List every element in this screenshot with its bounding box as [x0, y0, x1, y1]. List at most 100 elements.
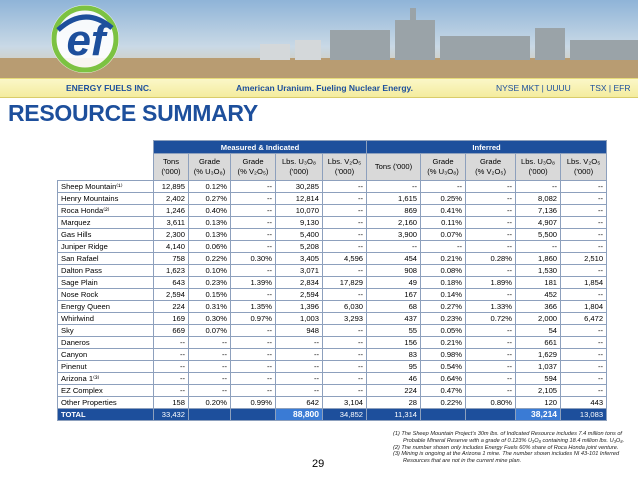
cell-value: 1,003 — [275, 312, 323, 325]
cell-value: 0.12% — [188, 180, 231, 193]
empty-cell — [420, 408, 467, 421]
cell-value: 1,804 — [560, 300, 608, 313]
column-header: Grade (% U₃O₈) — [420, 153, 467, 181]
cell-value: -- — [465, 204, 517, 217]
property-name: Marquez — [57, 216, 154, 229]
cell-value: -- — [560, 324, 608, 337]
cell-value: -- — [230, 228, 276, 241]
cell-value: 46 — [366, 372, 422, 385]
cell-value: 28 — [366, 396, 422, 409]
cell-value: 2,834 — [275, 276, 323, 289]
cell-value: 0.07% — [420, 228, 467, 241]
column-header-row: Tons ('000) Grade (% U₃O₈) Grade (% V₂O₅) Lbs.… — [58, 153, 608, 181]
cell-value: -- — [321, 192, 368, 205]
data-row: Pinenut -- -- -- -- -- 95 0.54% -- 1,037 -- — [57, 360, 608, 373]
cell-value: 0.40% — [188, 204, 231, 217]
cell-value: 0.06% — [188, 240, 231, 253]
data-row: Roca Honda⁽²⁾ 1,246 0.40% -- 10,070 -- 869 0.41… — [57, 204, 608, 217]
empty-cell — [230, 408, 276, 421]
cell-value: -- — [465, 372, 517, 385]
cell-value: -- — [230, 288, 276, 301]
cell-value: 0.22% — [420, 396, 467, 409]
property-name: Other Properties — [57, 396, 154, 409]
cell-value: 3,104 — [321, 396, 368, 409]
column-header-line: Lbs. U₃O₈ — [281, 157, 317, 166]
cell-value: 0.64% — [420, 372, 467, 385]
brand-bar: ENERGY FUELS INC. American Uranium. Fuel… — [0, 78, 638, 98]
cell-value: 167 — [366, 288, 422, 301]
cell-value: -- — [366, 240, 422, 253]
cell-value: -- — [321, 348, 368, 361]
slide-title: RESOURCE SUMMARY — [8, 100, 258, 126]
cell-value: 4,907 — [515, 216, 562, 229]
column-header-line: (% U₃O₈) — [427, 167, 459, 176]
cell-value: 0.22% — [188, 252, 231, 265]
cell-value: 0.14% — [420, 288, 467, 301]
company-name: ENERGY FUELS INC. — [66, 83, 152, 93]
page-number: 29 — [312, 458, 325, 470]
property-name: Gas Hills — [57, 228, 154, 241]
cell-value: 642 — [275, 396, 323, 409]
cell-value: 5,400 — [275, 228, 323, 241]
cell-value: 437 — [366, 312, 422, 325]
cell-value: -- — [465, 264, 517, 277]
cell-value: -- — [560, 228, 608, 241]
tagline: American Uranium. Fueling Nuclear Energy… — [236, 83, 413, 93]
cell-value: 4,596 — [321, 252, 368, 265]
cell-value: 643 — [153, 276, 189, 289]
column-header: Lbs. V₂O₅ ('000) — [321, 153, 368, 181]
cell-value: 1,623 — [153, 264, 189, 277]
data-row: Juniper Ridge 4,140 0.06% -- 5,208 -- -- -- -- --… — [57, 240, 608, 253]
cell-value: -- — [321, 360, 368, 373]
cell-value: -- — [321, 264, 368, 277]
cell-value: 0.08% — [420, 264, 467, 277]
cell-value: -- — [230, 204, 276, 217]
cell-value: -- — [275, 360, 323, 373]
cell-value: 7,136 — [515, 204, 562, 217]
cell-value: 3,405 — [275, 252, 323, 265]
cell-value: -- — [230, 384, 276, 397]
cell-value: -- — [560, 264, 608, 277]
cell-value: 224 — [366, 384, 422, 397]
logo-text: ef — [66, 16, 109, 65]
cell-value: 661 — [515, 336, 562, 349]
data-row: Gas Hills 2,300 0.13% -- 5,400 -- 3,900 0.07% --… — [57, 228, 608, 241]
total-row: TOTAL 33,432 88,800 34,852 11,314 38,214 13,08… — [57, 408, 608, 421]
cell-value: 0.41% — [420, 204, 467, 217]
cell-value: 948 — [275, 324, 323, 337]
cell-value: -- — [153, 372, 189, 385]
property-name: Roca Honda⁽²⁾ — [57, 204, 154, 217]
cell-value: -- — [321, 180, 368, 193]
tanks — [260, 40, 321, 60]
cell-value: 5,500 — [515, 228, 562, 241]
cell-value: -- — [465, 348, 517, 361]
cell-value: 3,611 — [153, 216, 189, 229]
cell-value: 88,800 — [275, 408, 323, 421]
data-row: Sky 669 0.07% -- 948 -- 55 0.05% -- 54 -- — [57, 324, 608, 337]
cell-value: -- — [465, 384, 517, 397]
cell-value: 6,030 — [321, 300, 368, 313]
cell-value: 12,895 — [153, 180, 189, 193]
cell-value: -- — [188, 336, 231, 349]
cell-value: -- — [321, 336, 368, 349]
cell-value: 594 — [515, 372, 562, 385]
cell-value: 0.27% — [188, 192, 231, 205]
column-header-line: Lbs. U₃O₈ — [520, 157, 556, 166]
property-name: Juniper Ridge — [57, 240, 154, 253]
cell-value: -- — [515, 240, 562, 253]
ground — [0, 58, 638, 78]
column-header-line: ('000) — [289, 167, 309, 176]
column-header-line: Lbs. V₂O₅ — [566, 157, 601, 166]
cell-value: -- — [275, 348, 323, 361]
cell-value: 0.72% — [465, 312, 517, 325]
cell-value: -- — [153, 336, 189, 349]
cell-value: 2,402 — [153, 192, 189, 205]
cell-value: 0.30% — [230, 252, 276, 265]
cell-value: 0.99% — [230, 396, 276, 409]
cell-value: 1.89% — [465, 276, 517, 289]
cell-value: 0.13% — [188, 216, 231, 229]
logo: ef — [51, 5, 119, 73]
cell-value: 8,082 — [515, 192, 562, 205]
cell-value: -- — [560, 360, 608, 373]
cell-value: 9,130 — [275, 216, 323, 229]
